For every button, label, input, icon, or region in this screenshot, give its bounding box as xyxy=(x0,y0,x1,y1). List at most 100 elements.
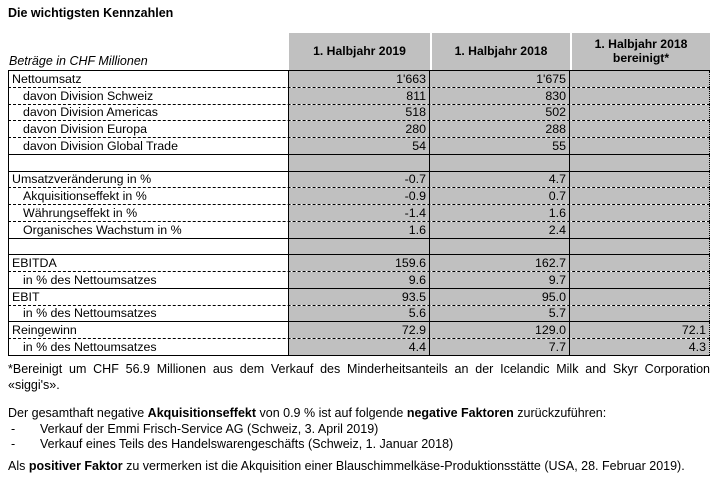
value-cell: 5.7 xyxy=(430,305,570,322)
bullet-dash: - xyxy=(11,437,16,451)
table-row: Währungseffekt in % -1.4 1.6 xyxy=(8,205,710,222)
value-cell: 162.7 xyxy=(430,255,570,271)
page-title: Die wichtigsten Kennzahlen xyxy=(8,6,174,20)
value-cell: -0.7 xyxy=(289,171,430,188)
table-row: davon Division Americas 518 502 xyxy=(8,104,710,122)
bullet-text: Verkauf der Emmi Frisch-Service AG (Schw… xyxy=(40,421,379,436)
table-row: Umsatzveränderung in % -0.7 4.7 xyxy=(8,171,710,189)
table-row: Akquisitionseffekt in % -0.9 0.7 xyxy=(8,188,710,205)
value-cell xyxy=(570,238,710,255)
row-label: Akquisitionseffekt in % xyxy=(8,188,289,204)
value-cell: 0.7 xyxy=(430,188,570,204)
value-cell xyxy=(289,154,430,171)
table-row: Nettoumsatz 1'663 1'675 xyxy=(8,71,710,88)
value-cell xyxy=(570,288,710,305)
value-cell xyxy=(570,221,710,238)
value-cell xyxy=(430,154,570,171)
footnote-bereinigt: *Bereinigt um CHF 56.9 Millionen aus dem… xyxy=(8,362,710,392)
value-cell: 4.4 xyxy=(289,339,430,355)
value-cell: 7.7 xyxy=(430,339,570,355)
value-cell: 830 xyxy=(430,87,570,104)
value-cell: 9.6 xyxy=(289,272,430,288)
row-label: Reingewinn xyxy=(8,322,289,338)
row-label: EBITDA xyxy=(8,255,289,271)
bullet-item: - Verkauf eines Teils des Handelswarenges… xyxy=(8,437,710,453)
value-cell: 280 xyxy=(289,121,430,137)
paragraph-negative-factors: Der gesamthaft negative Akquisitionseffe… xyxy=(8,406,710,422)
plain-text: Als xyxy=(8,458,29,473)
value-cell: 54 xyxy=(289,138,430,154)
table-row: davon Division Schweiz 811 830 xyxy=(8,87,710,105)
bullet-item: - Verkauf der Emmi Frisch-Service AG (Sch… xyxy=(8,422,710,438)
value-cell: 72.1 xyxy=(570,322,710,338)
value-cell xyxy=(570,71,710,87)
value-cell xyxy=(570,138,710,154)
value-cell xyxy=(570,87,710,104)
value-cell: 4.3 xyxy=(570,339,710,355)
table-row: Reingewinn 72.9 129.0 72.1 xyxy=(8,322,710,339)
value-cell: 1.6 xyxy=(289,221,430,238)
value-cell: 4.7 xyxy=(430,171,570,188)
kennzahlen-table: Beträge in CHF Millionen 1. Halbjahr 201… xyxy=(8,33,710,356)
value-cell xyxy=(570,121,710,137)
table-caption: Beträge in CHF Millionen xyxy=(8,33,289,70)
value-cell: 95.0 xyxy=(430,288,570,305)
bullet-text: Verkauf eines Teils des Handelswarengesc… xyxy=(40,437,454,451)
value-cell: 93.5 xyxy=(289,288,430,305)
bullet-dash: - xyxy=(11,421,16,436)
bold-text: negative Faktoren xyxy=(406,406,514,420)
value-cell: 159.6 xyxy=(289,255,430,271)
value-cell: 129.0 xyxy=(430,322,570,338)
row-label: davon Division Americas xyxy=(8,104,289,121)
table-row: in % des Nettoumsatzes 5.6 5.7 xyxy=(8,305,710,323)
row-label: in % des Nettoumsatzes xyxy=(8,339,289,355)
row-label: davon Division Schweiz xyxy=(8,87,289,104)
value-cell: 2.4 xyxy=(430,221,570,238)
value-cell xyxy=(289,238,430,255)
value-cell: 1.6 xyxy=(430,205,570,221)
row-label: Organisches Wachstum in % xyxy=(8,221,289,238)
table-row: Organisches Wachstum in % 1.6 2.4 xyxy=(8,221,710,239)
column-header-halbjahr-2018: 1. Halbjahr 2018 xyxy=(430,33,570,70)
row-label: in % des Nettoumsatzes xyxy=(8,305,289,322)
footnotes-section: *Bereinigt um CHF 56.9 Millionen aus dem… xyxy=(8,362,710,474)
value-cell xyxy=(570,104,710,121)
table-row: EBIT 93.5 95.0 xyxy=(8,288,710,306)
column-header-halbjahr-2019: 1. Halbjahr 2019 xyxy=(289,33,430,70)
table-row: davon Division Europa 280 288 xyxy=(8,121,710,138)
value-cell xyxy=(570,205,710,221)
bold-text: positiver Faktor xyxy=(28,458,123,473)
plain-text: zurückzuführen: xyxy=(513,406,607,420)
table-body: Nettoumsatz 1'663 1'675 davon Division Schw… xyxy=(8,70,710,356)
row-label: Währungseffekt in % xyxy=(8,205,289,221)
value-cell: 288 xyxy=(430,121,570,137)
value-cell: 518 xyxy=(289,104,430,121)
column-header-halbjahr-2018-bereinigt: 1. Halbjahr 2018 bereinigt* xyxy=(570,33,710,70)
value-cell: 55 xyxy=(430,138,570,154)
value-cell xyxy=(430,238,570,255)
value-cell xyxy=(570,154,710,171)
value-cell: 502 xyxy=(430,104,570,121)
bold-text: Akquisitionseffekt xyxy=(147,406,257,420)
value-cell: 1'663 xyxy=(289,71,430,87)
value-cell: 1'675 xyxy=(430,71,570,87)
table-spacer-row xyxy=(8,238,710,256)
row-label: Nettoumsatz xyxy=(8,71,289,87)
table-row: in % des Nettoumsatzes 4.4 7.7 4.3 xyxy=(8,339,710,356)
row-label: EBIT xyxy=(8,288,289,305)
plain-text: zu vermerken ist die Akquisition einer B… xyxy=(122,458,685,473)
value-cell xyxy=(570,171,710,188)
row-label: Umsatzveränderung in % xyxy=(8,171,289,188)
row-label: in % des Nettoumsatzes xyxy=(8,272,289,288)
paragraph-positive-factor: Als positiver Faktor zu vermerken ist di… xyxy=(8,459,710,475)
value-cell: 811 xyxy=(289,87,430,104)
value-cell: 9.7 xyxy=(430,272,570,288)
value-cell xyxy=(570,305,710,322)
row-label: davon Division Europa xyxy=(8,121,289,137)
row-label: davon Division Global Trade xyxy=(8,138,289,154)
value-cell xyxy=(570,272,710,288)
value-cell: -0.9 xyxy=(289,188,430,204)
table-spacer-row xyxy=(8,154,710,172)
plain-text: von 0.9 % ist auf folgende xyxy=(256,406,407,420)
